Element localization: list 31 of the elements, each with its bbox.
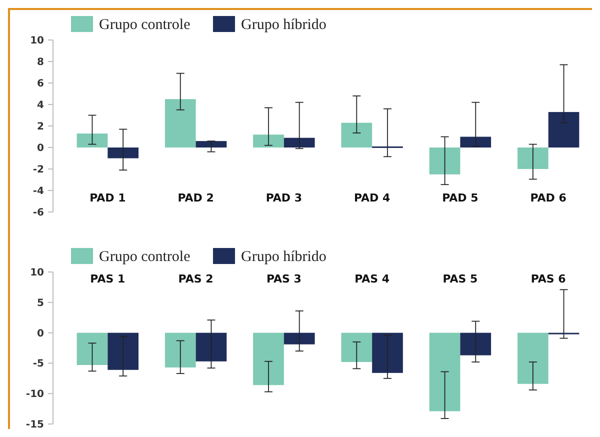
x-tick-label: PAS 3 (266, 272, 302, 286)
x-tick-label: PAS 2 (178, 272, 214, 286)
y-tick-label: 10 (30, 268, 44, 278)
x-tick-label: PAD 2 (178, 192, 214, 205)
y-tick-label: 5 (37, 298, 44, 309)
y-tick-label: 0 (37, 328, 44, 340)
x-tick-label: PAD 4 (354, 192, 390, 205)
y-tick-label: 8 (37, 57, 44, 68)
y-tick-label: 4 (37, 100, 44, 111)
x-tick-label: PAS 4 (354, 272, 390, 286)
legend-label: Grupo controle (99, 249, 191, 265)
x-tick-label: PAS 1 (90, 272, 126, 286)
legend-label: Grupo controle (99, 17, 191, 33)
y-tick-label: -6 (32, 208, 44, 218)
y-tick-label: -10 (26, 389, 44, 400)
y-tick-label: 6 (37, 78, 44, 90)
legend-label: Grupo híbrido (241, 17, 326, 33)
y-tick-label: 2 (37, 122, 44, 132)
x-tick-label: PAD 1 (90, 192, 126, 205)
y-tick-label: -4 (32, 186, 44, 197)
x-tick-label: PAD 5 (442, 192, 478, 205)
y-tick-label: 0 (37, 143, 44, 154)
y-tick-label: -15 (26, 420, 44, 430)
y-tick-label: 10 (30, 36, 44, 46)
x-tick-label: PAS 5 (442, 272, 478, 286)
x-tick-label: PAD 3 (266, 192, 302, 205)
legend-label: Grupo híbrido (241, 249, 326, 265)
x-tick-label: PAS 6 (530, 272, 566, 286)
y-tick-label: -5 (32, 358, 44, 370)
x-tick-label: PAD 6 (530, 192, 567, 205)
y-tick-label: -2 (32, 164, 44, 176)
